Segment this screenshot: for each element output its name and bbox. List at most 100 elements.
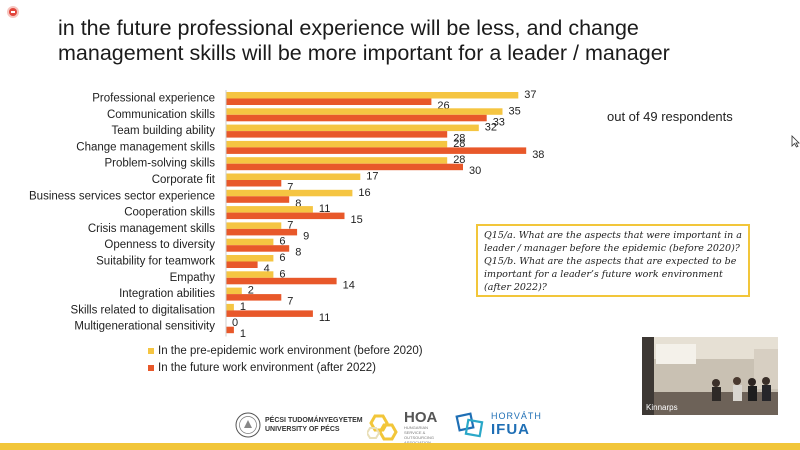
bar-before-2020 — [226, 92, 519, 99]
question-box: Q15/a. What are the aspects that were im… — [476, 224, 750, 297]
bar-after-2022 — [226, 147, 527, 154]
bar-after-2022 — [226, 294, 282, 301]
data-label-after-2022: 8 — [295, 198, 301, 210]
bar-after-2022 — [226, 277, 337, 285]
legend-label-before-2020: In the pre-epidemic work environment (be… — [158, 344, 423, 357]
footer-accent-bar — [0, 443, 800, 450]
bar-before-2020 — [226, 189, 353, 197]
legend-swatch-yellow — [148, 347, 154, 354]
bar-before-2020 — [226, 222, 282, 229]
bar-before-2020 — [226, 255, 274, 262]
data-label-after-2022: 14 — [343, 279, 355, 291]
data-label-before-2020: 6 — [279, 268, 285, 280]
ifua-squares-icon — [455, 411, 484, 437]
data-label-before-2020: 35 — [509, 105, 521, 117]
data-label-before-2020: 0 — [232, 317, 238, 329]
mouse-cursor-icon — [791, 135, 800, 148]
bar-after-2022 — [226, 212, 345, 220]
bar-before-2020 — [226, 108, 503, 115]
data-label-after-2022: 15 — [351, 214, 363, 226]
bar-after-2022 — [226, 261, 258, 268]
data-label-before-2020: 2 — [248, 285, 254, 297]
hoa-logo-name: HOA — [404, 409, 438, 426]
video-label: Kinnarps — [646, 403, 678, 412]
data-label-before-2020: 11 — [319, 203, 330, 215]
legend-item-before-2020: In the pre-epidemic work environment (be… — [148, 342, 423, 359]
category-label: Professional experience — [92, 93, 215, 105]
data-label-after-2022: 8 — [295, 247, 301, 259]
category-label: Suitability for teamwork — [96, 256, 215, 268]
ifua-logo-line1: HORVÁTH — [491, 411, 542, 421]
data-label-after-2022: 30 — [469, 165, 481, 177]
slide-title-line2: management skills will be more important… — [58, 41, 670, 65]
video-scene-image — [642, 337, 778, 415]
bar-chart: Professional experience 37 2 6 Communication… — [29, 89, 544, 340]
category-label: Communication skills — [107, 109, 215, 121]
bar-before-2020 — [226, 238, 274, 246]
respondents-note: out of 49 respondents — [607, 109, 733, 124]
bar-after-2022 — [226, 245, 290, 252]
category-label: Empathy — [170, 272, 216, 284]
category-label: Integration abilities — [119, 288, 215, 300]
data-label-after-2022: 38 — [532, 149, 544, 161]
category-label: Crisis management skills — [88, 223, 215, 235]
bar-before-2020 — [226, 140, 448, 148]
data-label-before-2020: 28 — [453, 154, 465, 166]
hoa-logo-subtitle: HUNGARIAN SERVICE & OUTSOURCING ASSOCIAT… — [404, 425, 434, 445]
category-label: Problem-solving skills — [104, 158, 215, 170]
pte-logo: PÉCSI TUDOMÁNYEGYETEM UNIVERSITY OF PÉCS — [235, 412, 363, 438]
data-label-after-2022: 11 — [319, 312, 330, 324]
data-label-before-2020: 1 — [240, 301, 246, 313]
slide-title: in the future professional experience wi… — [58, 16, 758, 66]
bar-before-2020 — [226, 124, 479, 132]
data-label-before-2020: 32 — [485, 122, 497, 134]
data-label-after-2022: 7 — [287, 182, 293, 194]
data-label-before-2020: 6 — [279, 252, 285, 264]
legend-label-after-2022: In the future work environment (after 20… — [158, 361, 376, 374]
category-label: Skills related to digitalisation — [71, 304, 215, 316]
chart-legend: In the pre-epidemic work environment (be… — [148, 342, 423, 376]
data-label-before-2020: 7 — [287, 219, 293, 231]
video-thumbnail[interactable]: Kinnarps — [642, 337, 778, 415]
bar-after-2022 — [226, 228, 298, 236]
data-label-after-2022: 1 — [240, 328, 246, 340]
data-label-after-2022: 28 — [453, 133, 465, 145]
data-label-before-2020: 6 — [279, 236, 285, 248]
data-label-before-2020: 16 — [358, 187, 370, 199]
recording-icon — [9, 8, 17, 16]
bar-before-2020 — [226, 206, 313, 213]
question-b: Q15/b. What are the aspects that are exp… — [484, 256, 737, 293]
bar-after-2022 — [226, 114, 487, 122]
hoa-hexagon-icon — [367, 414, 398, 440]
data-label-after-2022: 7 — [287, 296, 293, 308]
bar-before-2020 — [226, 157, 448, 164]
category-label: Team building ability — [111, 125, 215, 137]
legend-item-after-2022: In the future work environment (after 20… — [148, 359, 423, 376]
bar-after-2022 — [226, 98, 432, 105]
category-label: Multigenerational sensitivity — [74, 321, 215, 333]
hoa-logo: HOA HUNGARIAN SERVICE & OUTSOURCING ASSO… — [367, 410, 442, 445]
bar-after-2022 — [226, 196, 290, 203]
legend-swatch-orange — [148, 364, 154, 371]
category-label: Cooperation skills — [124, 207, 215, 219]
bar-before-2020 — [226, 271, 274, 278]
pte-logo-line1: PÉCSI TUDOMÁNYEGYETEM — [265, 417, 363, 424]
data-label-after-2022: 4 — [264, 263, 270, 275]
category-label: Business services sector experience — [29, 190, 215, 202]
bar-after-2022 — [226, 310, 313, 317]
pte-logo-line2: UNIVERSITY OF PÉCS — [265, 426, 340, 433]
bar-after-2022 — [226, 131, 448, 138]
data-label-before-2020: 37 — [524, 89, 536, 101]
data-label-after-2022: 9 — [303, 230, 309, 242]
bar-after-2022 — [226, 326, 234, 334]
bar-after-2022 — [226, 180, 282, 187]
category-label: Change management skills — [76, 141, 215, 153]
bar-before-2020 — [226, 303, 234, 311]
ifua-logo-line2: IFUA — [491, 421, 530, 438]
category-label: Corporate fit — [152, 174, 216, 186]
question-a: Q15/a. What are the aspects that were im… — [484, 230, 742, 254]
bar-after-2022 — [226, 163, 463, 171]
category-label: Openness to diversity — [104, 239, 215, 251]
slide-title-line1: in the future professional experience wi… — [58, 16, 639, 40]
data-label-after-2022: 33 — [493, 116, 505, 128]
